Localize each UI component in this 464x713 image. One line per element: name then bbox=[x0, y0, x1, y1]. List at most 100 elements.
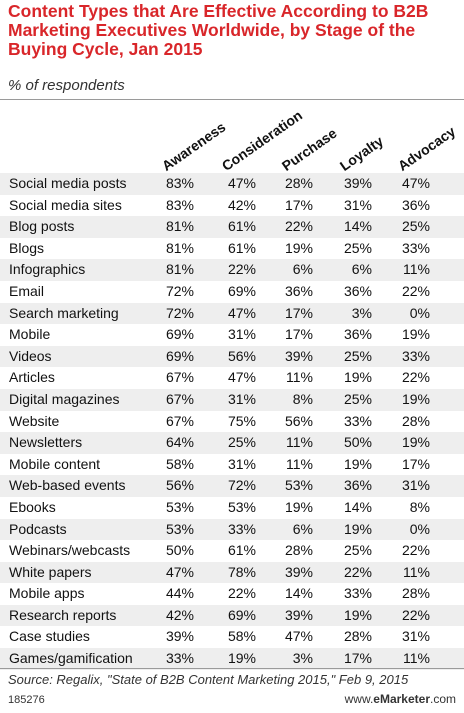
table-cell: 39% bbox=[343, 175, 372, 191]
table-cell: 53% bbox=[165, 498, 194, 515]
table-cell: 25% bbox=[343, 347, 372, 364]
table-cell: 42% bbox=[165, 606, 194, 623]
table-cell: 19% bbox=[401, 434, 430, 451]
table-cell: 67% bbox=[165, 390, 194, 407]
table-cell: 33% bbox=[343, 412, 372, 429]
row-label: Blogs bbox=[9, 239, 45, 256]
table-cell: 31% bbox=[343, 196, 372, 213]
table-row: Mobile apps 44% 22% 14% 33% 28% bbox=[0, 583, 464, 605]
table-cell: 0% bbox=[409, 520, 430, 537]
table-row: Articles 67% 47% 11% 19% 22% bbox=[0, 367, 464, 389]
row-label: Ebooks bbox=[9, 498, 56, 515]
table-cell: 50% bbox=[165, 542, 194, 559]
table-cell: 36% bbox=[343, 282, 372, 299]
table-cell: 6% bbox=[292, 261, 313, 278]
table-row: Webinars/webcasts 50% 61% 28% 25% 22% bbox=[0, 540, 464, 562]
table-cell: 72% bbox=[165, 304, 194, 321]
table-cell: 17% bbox=[284, 196, 313, 213]
table-cell: 56% bbox=[165, 477, 194, 494]
table-cell: 19% bbox=[284, 239, 313, 256]
table-cell: 72% bbox=[165, 282, 194, 299]
table-cell: 47% bbox=[165, 563, 194, 580]
top-rule bbox=[0, 99, 464, 100]
table-cell: 3% bbox=[351, 304, 372, 321]
table-cell: 39% bbox=[165, 628, 194, 645]
column-header-advocacy: Advocacy bbox=[394, 122, 459, 174]
table-cell: 25% bbox=[343, 390, 372, 407]
table-row: Mobile content 58% 31% 11% 19% 17% bbox=[0, 454, 464, 476]
table-row: Videos 69% 56% 39% 25% 33% bbox=[0, 345, 464, 368]
table-cell: 56% bbox=[284, 412, 313, 429]
table-cell: 33% bbox=[401, 239, 430, 256]
table-cell: 6% bbox=[292, 520, 313, 537]
table-cell: 47% bbox=[227, 175, 256, 191]
row-label: Mobile content bbox=[9, 455, 101, 472]
table-cell: 11% bbox=[403, 261, 430, 278]
table-cell: 75% bbox=[227, 412, 256, 429]
table-cell: 19% bbox=[343, 606, 372, 623]
data-table: Social media posts 83% 47% 28% 39% 47% Social … bbox=[0, 173, 464, 670]
chart-id: 185276 bbox=[8, 694, 45, 706]
table-cell: 81% bbox=[165, 261, 194, 278]
table-row: White papers 47% 78% 39% 22% 11% bbox=[0, 561, 464, 584]
table-cell: 31% bbox=[227, 390, 256, 407]
table-row: Newsletters 64% 25% 11% 50% 19% bbox=[0, 432, 464, 454]
table-cell: 44% bbox=[165, 585, 194, 602]
table-row: Social media sites 83% 42% 17% 31% 36% bbox=[0, 195, 464, 217]
table-row: Blogs 81% 61% 19% 25% 33% bbox=[0, 238, 464, 260]
table-cell: 33% bbox=[401, 347, 430, 364]
table-cell: 19% bbox=[343, 455, 372, 472]
table-cell: 69% bbox=[165, 326, 194, 343]
table-cell: 36% bbox=[343, 326, 372, 343]
table-cell: 25% bbox=[227, 434, 256, 451]
table-cell: 69% bbox=[227, 606, 256, 623]
table-cell: 11% bbox=[286, 369, 313, 386]
table-cell: 58% bbox=[227, 628, 256, 645]
row-label: Email bbox=[9, 282, 45, 299]
table-cell: 64% bbox=[165, 434, 194, 451]
table-row: Digital magazines 67% 31% 8% 25% 19% bbox=[0, 388, 464, 411]
table-cell: 78% bbox=[227, 563, 256, 580]
table-row: Website 67% 75% 56% 33% 28% bbox=[0, 411, 464, 433]
table-cell: 50% bbox=[343, 434, 372, 451]
table-cell: 11% bbox=[403, 563, 430, 580]
table-cell: 83% bbox=[165, 196, 194, 213]
bottom-rule bbox=[0, 668, 464, 669]
table-row: Podcasts 53% 33% 6% 19% 0% bbox=[0, 518, 464, 541]
table-cell: 28% bbox=[401, 585, 430, 602]
table-cell: 8% bbox=[409, 498, 430, 515]
brand-suffix: .com bbox=[429, 692, 456, 706]
table-cell: 47% bbox=[227, 304, 256, 321]
row-label: Digital magazines bbox=[9, 390, 120, 407]
table-cell: 22% bbox=[227, 261, 256, 278]
table-cell: 39% bbox=[284, 563, 313, 580]
table-cell: 36% bbox=[343, 477, 372, 494]
table-cell: 36% bbox=[401, 196, 430, 213]
table-cell: 31% bbox=[401, 477, 430, 494]
brand-credit: www.eMarketer.com bbox=[345, 692, 456, 706]
table-cell: 14% bbox=[343, 218, 372, 235]
table-cell: 61% bbox=[227, 542, 256, 559]
brand-prefix: www. bbox=[344, 692, 374, 706]
table-cell: 47% bbox=[284, 628, 313, 645]
table-row: Search marketing 72% 47% 17% 3% 0% bbox=[0, 302, 464, 325]
table-cell: 31% bbox=[227, 455, 256, 472]
row-label: Research reports bbox=[9, 606, 117, 623]
table-cell: 11% bbox=[286, 434, 313, 451]
table-cell: 19% bbox=[343, 520, 372, 537]
table-cell: 72% bbox=[227, 477, 256, 494]
row-label: Blog posts bbox=[9, 218, 75, 235]
table-cell: 19% bbox=[284, 498, 313, 515]
row-label: Videos bbox=[9, 347, 52, 364]
table-cell: 19% bbox=[401, 326, 430, 343]
table-row: Web-based events 56% 72% 53% 36% 31% bbox=[0, 475, 464, 497]
table-cell: 67% bbox=[165, 369, 194, 386]
row-label: Social media sites bbox=[9, 196, 122, 213]
table-cell: 22% bbox=[401, 282, 430, 299]
column-header-loyalty: Loyalty bbox=[336, 132, 387, 174]
table-cell: 17% bbox=[284, 304, 313, 321]
table-cell: 83% bbox=[165, 175, 194, 191]
table-cell: 14% bbox=[343, 498, 372, 515]
row-label: White papers bbox=[9, 563, 92, 580]
table-cell: 53% bbox=[227, 498, 256, 515]
